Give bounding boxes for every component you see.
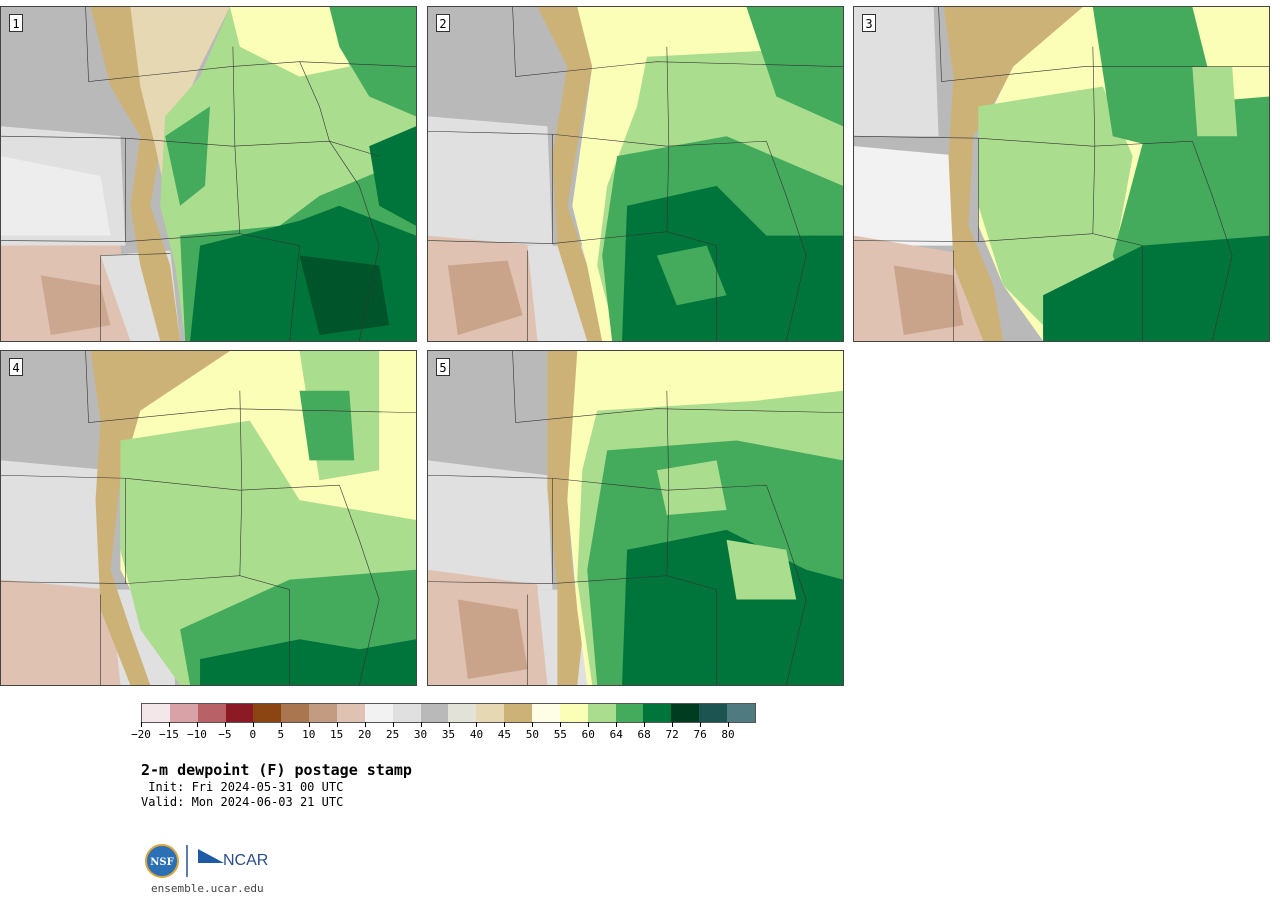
- colorbar-swatch: [699, 704, 728, 722]
- colorbar-tick: [504, 722, 506, 727]
- map-panel-3: 3: [853, 6, 1270, 342]
- colorbar-swatch: [281, 704, 310, 722]
- plot-title: 2-m dewpoint (F) postage stamp: [141, 761, 412, 779]
- map-panel-1: 1: [0, 6, 417, 342]
- colorbar-tick: [560, 722, 562, 727]
- panel-number-1: 1: [9, 14, 23, 32]
- colorbar-tick-label: 64: [609, 728, 623, 741]
- colorbar-tick-label: 72: [665, 728, 679, 741]
- colorbar-tick-label: 5: [277, 728, 285, 741]
- colorbar-tick: [700, 722, 702, 727]
- ncar-swoosh-icon: [198, 849, 224, 863]
- colorbar-tick-label: 20: [358, 728, 372, 741]
- colorbar-swatch: [169, 704, 198, 722]
- dewpoint-map-2: [428, 7, 843, 341]
- colorbar-swatch: [587, 704, 616, 722]
- colorbar-swatch: [225, 704, 254, 722]
- colorbar-tick-label: 25: [385, 728, 400, 741]
- dewpoint-map-5: [428, 351, 843, 685]
- colorbar-tick: [168, 722, 170, 727]
- colorbar-swatch: [364, 704, 393, 722]
- panel-number-4: 4: [9, 358, 23, 376]
- colorbar-tick: [392, 722, 394, 727]
- colorbar-tick: [224, 722, 226, 727]
- colorbar-tick: [420, 722, 422, 727]
- colorbar-tick: [364, 722, 366, 727]
- colorbar-tick-label: 10: [302, 728, 316, 741]
- colorbar-tick-label: −5: [218, 728, 232, 741]
- colorbar-tick-label: 35: [441, 728, 456, 741]
- footer-url[interactable]: ensemble.ucar.edu: [151, 882, 264, 895]
- colorbar-tick-label: 68: [637, 728, 651, 741]
- dewpoint-map-4: [1, 351, 416, 685]
- map-panel-4: 4: [0, 350, 417, 686]
- init-time: Init: Fri 2024-05-31 00 UTC: [141, 780, 344, 794]
- colorbar-swatch: [253, 704, 282, 722]
- colorbar-swatch: [448, 704, 477, 722]
- colorbar-swatch: [476, 704, 505, 722]
- colorbar: [141, 703, 756, 723]
- colorbar-swatch: [392, 704, 421, 722]
- nsf-ncar-logo: NSF NCAR: [145, 844, 268, 878]
- colorbar-tick-label: 76: [693, 728, 707, 741]
- colorbar-tick: [336, 722, 338, 727]
- colorbar-swatch: [643, 704, 672, 722]
- colorbar-tick: [672, 722, 674, 727]
- map-panel-2: 2: [427, 6, 844, 342]
- map-panel-5: 5: [427, 350, 844, 686]
- dewpoint-map-3: [854, 7, 1269, 341]
- colorbar-tick: [448, 722, 450, 727]
- colorbar-swatch: [615, 704, 644, 722]
- colorbar-tick: [280, 722, 282, 727]
- colorbar-swatch: [309, 704, 338, 722]
- colorbar-tick-label: −20: [131, 728, 151, 741]
- colorbar-swatch: [337, 704, 365, 722]
- colorbar-tick: [196, 722, 198, 727]
- colorbar-swatch: [532, 704, 560, 722]
- colorbar-tick-label: 55: [553, 728, 567, 741]
- colorbar-tick: [308, 722, 310, 727]
- colorbar-tick-label: −10: [186, 728, 207, 741]
- colorbar-tick-label: 50: [525, 728, 539, 741]
- colorbar-tick-label: −15: [159, 728, 179, 741]
- dewpoint-map-1: [1, 7, 416, 341]
- colorbar-swatch: [727, 704, 755, 722]
- colorbar-tick-label: 60: [581, 728, 595, 741]
- ncar-logo-text: NCAR: [223, 852, 268, 869]
- colorbar-swatch: [197, 704, 226, 722]
- colorbar-ticks: −20 −15 −10 −5 0 5 10 15 20 25 30 35 40 45 50 55 60 64 68 7…: [131, 722, 756, 742]
- valid-time: Valid: Mon 2024-06-03 21 UTC: [141, 795, 344, 809]
- colorbar-tick-label: 40: [469, 728, 484, 741]
- colorbar-tick-label: 80: [721, 728, 735, 741]
- colorbar-tick-label: 15: [330, 728, 344, 741]
- panel-number-2: 2: [436, 14, 450, 32]
- colorbar-swatch: [420, 704, 449, 722]
- colorbar-tick: [476, 722, 478, 727]
- colorbar-tick: [728, 722, 730, 727]
- colorbar-tick-label: 0: [249, 728, 257, 741]
- colorbar-swatch: [671, 704, 700, 722]
- colorbar-tick: [532, 722, 534, 727]
- colorbar-tick: [644, 722, 646, 727]
- colorbar-swatch: [142, 704, 170, 722]
- nsf-globe-icon: [145, 844, 179, 878]
- colorbar-swatch: [559, 704, 588, 722]
- colorbar-tick: [616, 722, 618, 727]
- colorbar-tick: [588, 722, 590, 727]
- panel-number-5: 5: [436, 358, 450, 376]
- colorbar-swatch: [504, 704, 533, 722]
- colorbar-tick: [141, 722, 142, 727]
- panel-number-3: 3: [862, 14, 876, 32]
- colorbar-tick-label: 30: [413, 728, 428, 741]
- nsf-logo-text: NSF: [150, 857, 173, 868]
- colorbar-tick-label: 45: [497, 728, 512, 741]
- colorbar-tick: [252, 722, 254, 727]
